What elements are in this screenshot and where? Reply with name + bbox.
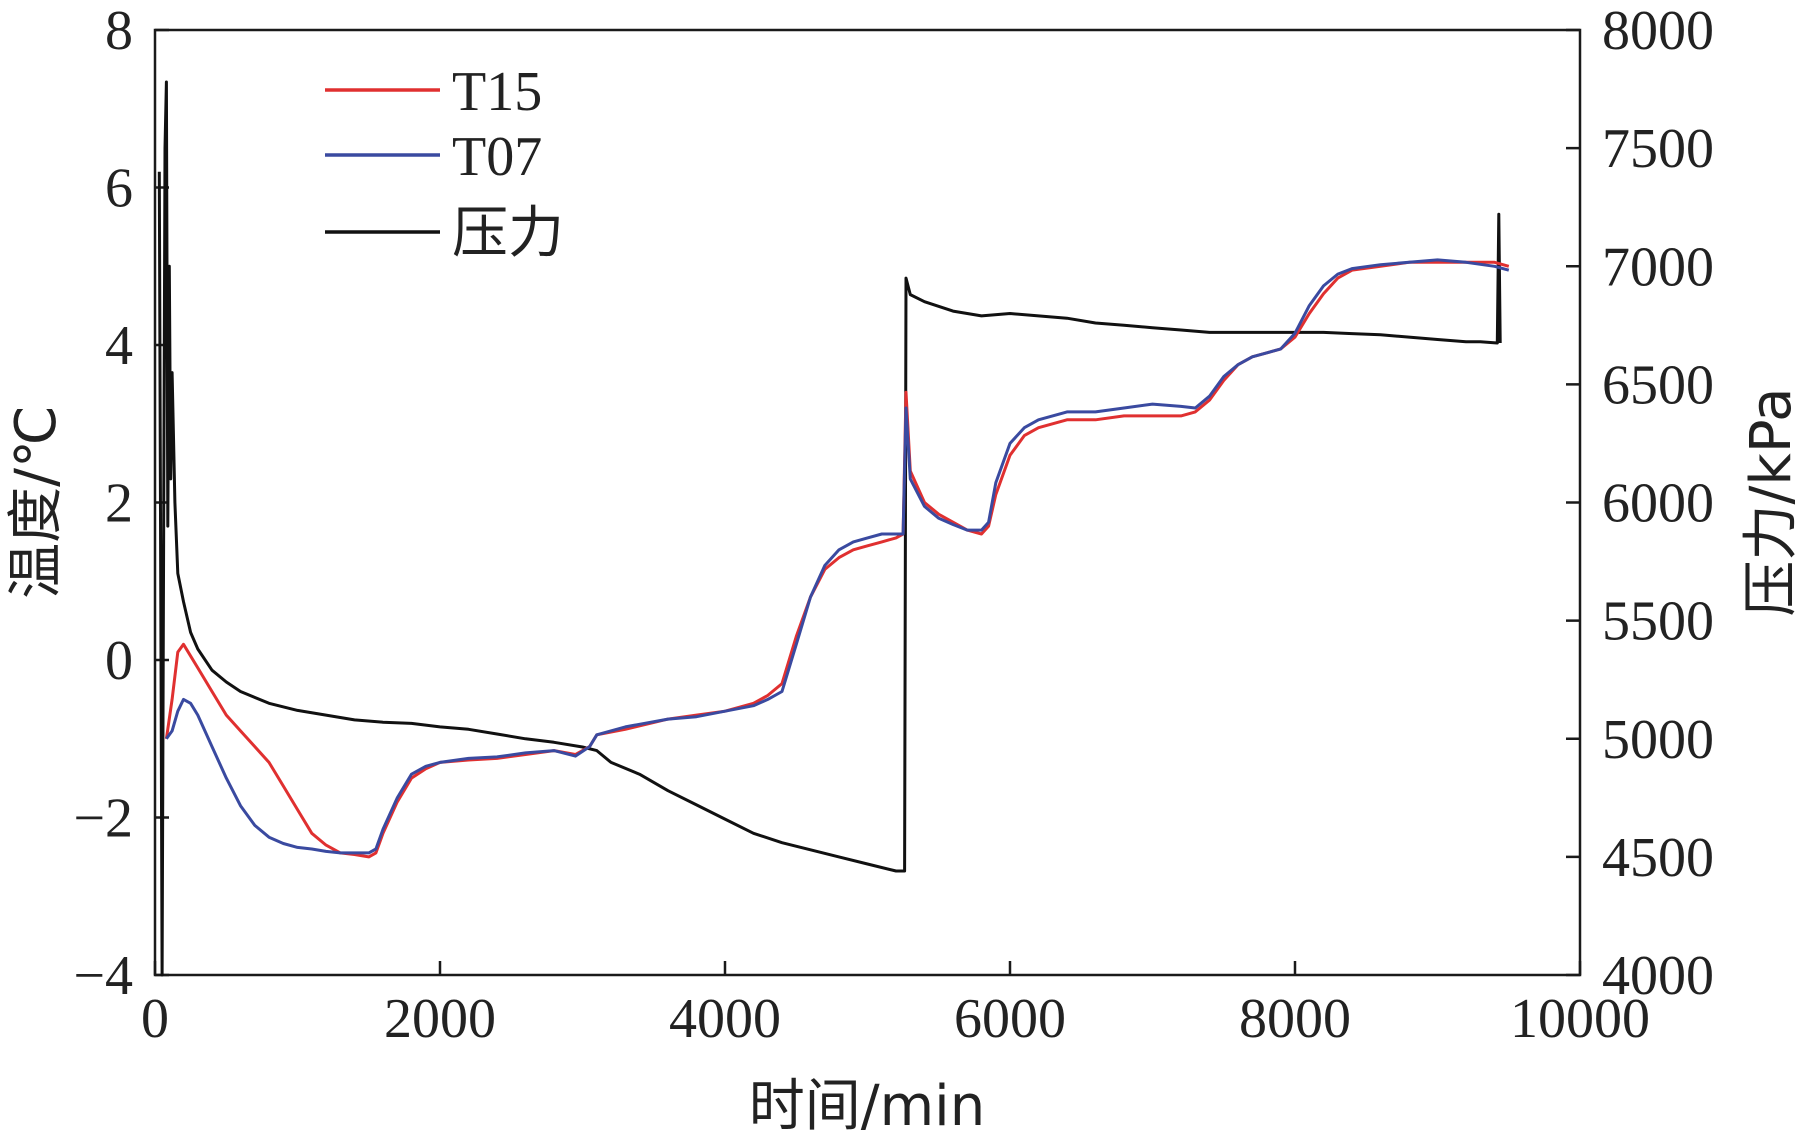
series-line-t07 <box>165 258 1510 855</box>
right-axis-ticks: 4000 4500 5000 5500 6000 6500 7000 7500 8000 <box>1566 0 1714 1007</box>
x-axis-ticks: 0 2000 4000 6000 8000 10000 <box>141 961 1650 1050</box>
left-axis-title: 温度/℃ <box>4 405 69 599</box>
legend-label: 压力 <box>452 203 564 265</box>
left-axis-ticks: −4 −2 0 2 4 6 8 <box>73 0 169 1007</box>
x-tick-label: 8000 <box>1239 988 1351 1050</box>
left-tick-label: 0 <box>105 630 133 692</box>
right-tick-label: 7000 <box>1602 236 1714 298</box>
right-tick-label: 7500 <box>1602 118 1714 180</box>
x-axis-title: 时间/min <box>749 1074 985 1139</box>
legend-label: T07 <box>452 126 542 188</box>
left-tick-label: 8 <box>105 0 133 62</box>
right-tick-label: 6000 <box>1602 473 1714 535</box>
right-tick-label: 4500 <box>1602 827 1714 889</box>
x-tick-label: 6000 <box>954 988 1066 1050</box>
right-tick-label: 4000 <box>1602 945 1714 1007</box>
left-tick-label: −2 <box>73 788 133 850</box>
right-tick-label: 6500 <box>1602 354 1714 416</box>
x-tick-label: 4000 <box>669 988 781 1050</box>
legend-label: T15 <box>452 61 542 123</box>
series-line-pressure <box>157 80 1502 977</box>
right-tick-label: 5000 <box>1602 709 1714 771</box>
right-tick-label: 5500 <box>1602 591 1714 653</box>
x-tick-label: 0 <box>141 988 169 1050</box>
x-tick-label: 2000 <box>384 988 496 1050</box>
plot-frame <box>153 28 1582 977</box>
left-tick-label: 4 <box>105 315 133 377</box>
right-axis-title: 压力/kPa <box>1739 388 1804 617</box>
left-tick-label: 6 <box>105 158 133 220</box>
right-tick-label: 8000 <box>1602 0 1714 62</box>
series-line-t15 <box>164 260 1510 859</box>
left-tick-label: −4 <box>73 945 133 1007</box>
series-layer <box>157 80 1510 977</box>
left-tick-label: 2 <box>105 473 133 535</box>
x-tick-label: 10000 <box>1510 988 1650 1050</box>
